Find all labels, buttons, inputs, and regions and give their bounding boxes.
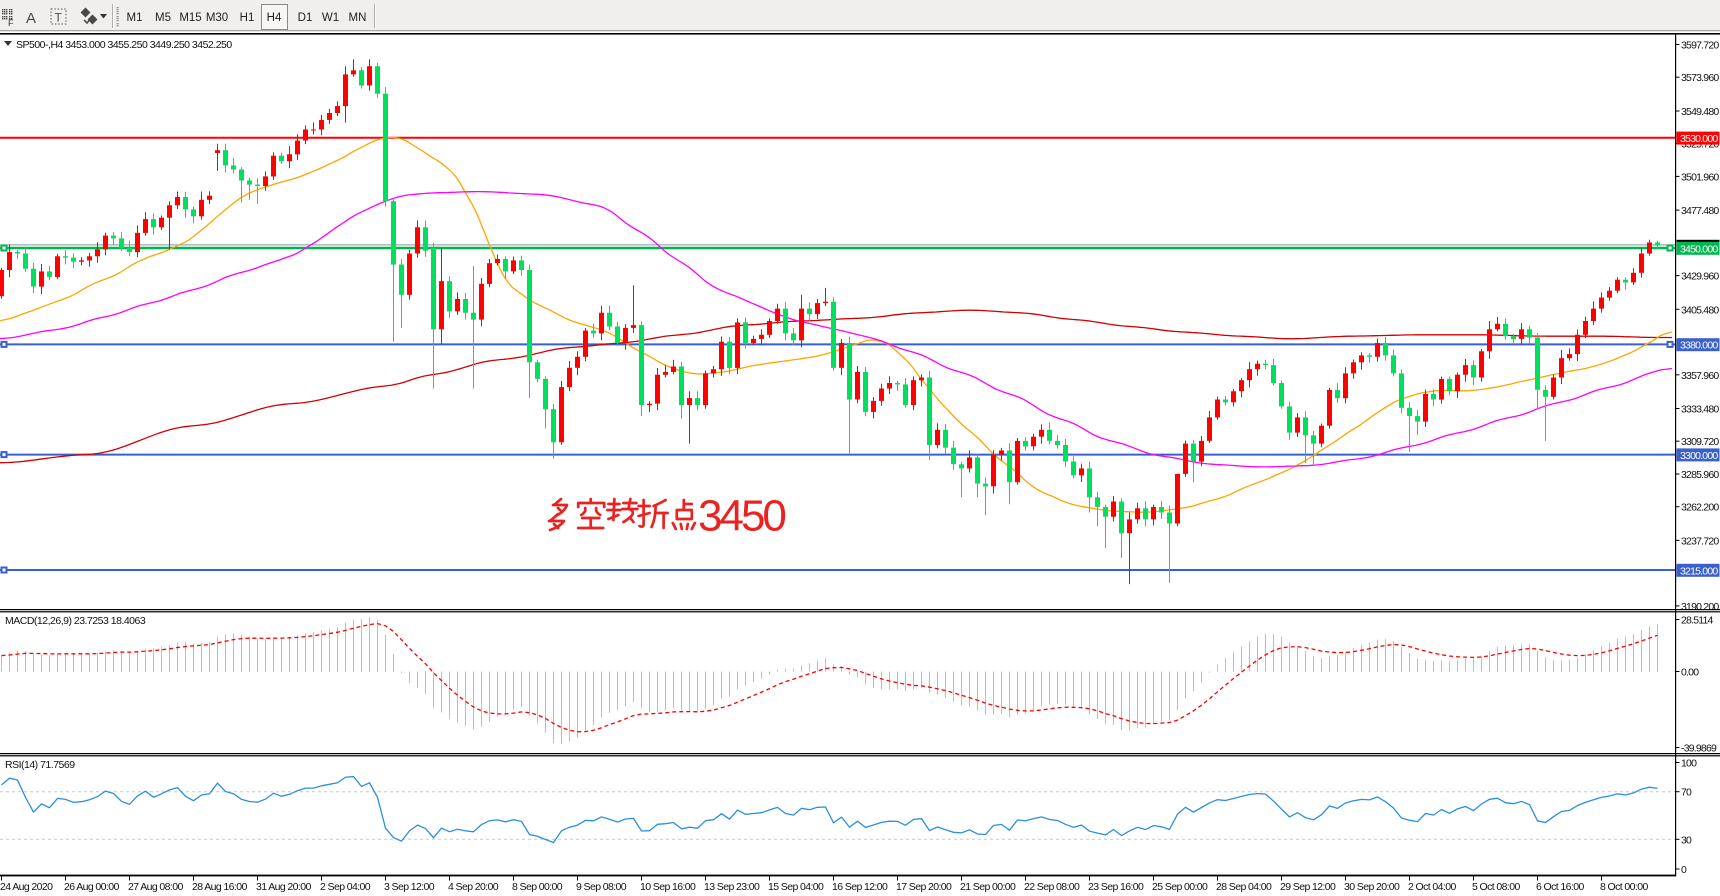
svg-text:29 Sep 12:00: 29 Sep 12:00 bbox=[1280, 881, 1336, 893]
svg-text:3190.200: 3190.200 bbox=[1681, 601, 1719, 613]
svg-text:3405.480: 3405.480 bbox=[1681, 304, 1719, 316]
svg-text:3450: 3450 bbox=[698, 492, 785, 541]
svg-text:31 Aug 20:00: 31 Aug 20:00 bbox=[256, 881, 311, 893]
svg-text:3300.000: 3300.000 bbox=[1680, 450, 1718, 462]
svg-text:3262.200: 3262.200 bbox=[1681, 502, 1719, 514]
svg-text:RSI(14) 71.7569: RSI(14) 71.7569 bbox=[5, 759, 75, 771]
svg-text:6 Oct 16:00: 6 Oct 16:00 bbox=[1536, 881, 1584, 893]
svg-text:H1: H1 bbox=[240, 12, 255, 24]
svg-text:3 Sep 12:00: 3 Sep 12:00 bbox=[384, 881, 435, 893]
svg-text:24 Aug 2020: 24 Aug 2020 bbox=[0, 881, 53, 893]
svg-text:3549.480: 3549.480 bbox=[1681, 106, 1719, 118]
svg-text:30: 30 bbox=[1681, 834, 1692, 846]
svg-text:28.5114: 28.5114 bbox=[1681, 615, 1714, 627]
svg-text:3573.960: 3573.960 bbox=[1681, 72, 1719, 84]
svg-text:30 Sep 20:00: 30 Sep 20:00 bbox=[1344, 881, 1400, 893]
svg-text:0: 0 bbox=[1681, 864, 1687, 876]
svg-text:3333.480: 3333.480 bbox=[1681, 404, 1719, 416]
svg-text:3501.960: 3501.960 bbox=[1681, 171, 1719, 183]
svg-text:8 Oct 00:00: 8 Oct 00:00 bbox=[1600, 881, 1648, 893]
svg-text:23 Sep 16:00: 23 Sep 16:00 bbox=[1088, 881, 1144, 893]
svg-text:22 Sep 08:00: 22 Sep 08:00 bbox=[1024, 881, 1080, 893]
svg-text:25 Sep 00:00: 25 Sep 00:00 bbox=[1152, 881, 1208, 893]
svg-text:MACD(12,26,9) 23.7253 18.4063: MACD(12,26,9) 23.7253 18.4063 bbox=[5, 615, 146, 627]
svg-text:F: F bbox=[8, 18, 14, 28]
svg-text:3309.720: 3309.720 bbox=[1681, 436, 1719, 448]
svg-text:27 Aug 08:00: 27 Aug 08:00 bbox=[128, 881, 183, 893]
svg-text:26 Aug 00:00: 26 Aug 00:00 bbox=[64, 881, 119, 893]
svg-text:70: 70 bbox=[1681, 787, 1692, 799]
svg-text:21 Sep 00:00: 21 Sep 00:00 bbox=[960, 881, 1016, 893]
svg-text:17 Sep 20:00: 17 Sep 20:00 bbox=[896, 881, 952, 893]
svg-text:5 Oct 08:00: 5 Oct 08:00 bbox=[1472, 881, 1520, 893]
svg-text:16 Sep 12:00: 16 Sep 12:00 bbox=[832, 881, 888, 893]
svg-text:M30: M30 bbox=[206, 12, 228, 24]
svg-text:10 Sep 16:00: 10 Sep 16:00 bbox=[640, 881, 696, 893]
svg-text:15 Sep 04:00: 15 Sep 04:00 bbox=[768, 881, 824, 893]
svg-text:3237.720: 3237.720 bbox=[1681, 535, 1719, 547]
svg-text:13 Sep 23:00: 13 Sep 23:00 bbox=[704, 881, 760, 893]
svg-text:2 Sep 04:00: 2 Sep 04:00 bbox=[320, 881, 371, 893]
svg-text:-39.9869: -39.9869 bbox=[1681, 743, 1717, 755]
svg-text:0.00: 0.00 bbox=[1681, 667, 1699, 679]
svg-text:W1: W1 bbox=[322, 12, 339, 24]
svg-text:3530.000: 3530.000 bbox=[1680, 133, 1718, 145]
svg-text:D1: D1 bbox=[298, 12, 313, 24]
svg-text:T: T bbox=[55, 11, 63, 25]
svg-text:3450.000: 3450.000 bbox=[1680, 243, 1718, 255]
svg-text:4 Sep 20:00: 4 Sep 20:00 bbox=[448, 881, 499, 893]
svg-text:8 Sep 00:00: 8 Sep 00:00 bbox=[512, 881, 563, 893]
svg-text:3429.960: 3429.960 bbox=[1681, 271, 1719, 283]
svg-text:3380.000: 3380.000 bbox=[1680, 340, 1718, 352]
svg-text:H4: H4 bbox=[267, 12, 282, 24]
svg-text:3357.960: 3357.960 bbox=[1681, 370, 1719, 382]
svg-text:28 Sep 04:00: 28 Sep 04:00 bbox=[1216, 881, 1272, 893]
svg-text:3477.480: 3477.480 bbox=[1681, 205, 1719, 217]
svg-text:9 Sep 08:00: 9 Sep 08:00 bbox=[576, 881, 627, 893]
svg-text:SP500-,H4 3453.000 3455.250 3: SP500-,H4 3453.000 3455.250 3449.250 345… bbox=[16, 39, 232, 51]
svg-text:M5: M5 bbox=[155, 12, 171, 24]
svg-text:A: A bbox=[26, 10, 36, 27]
svg-text:3215.000: 3215.000 bbox=[1680, 565, 1718, 577]
svg-text:28 Aug 16:00: 28 Aug 16:00 bbox=[192, 881, 247, 893]
svg-text:3285.960: 3285.960 bbox=[1681, 469, 1719, 481]
svg-text:2 Oct 04:00: 2 Oct 04:00 bbox=[1408, 881, 1456, 893]
svg-text:M1: M1 bbox=[127, 12, 143, 24]
svg-text:3597.720: 3597.720 bbox=[1681, 40, 1719, 52]
svg-text:100: 100 bbox=[1681, 758, 1697, 770]
svg-text:M15: M15 bbox=[179, 12, 201, 24]
svg-text:MN: MN bbox=[349, 12, 367, 24]
